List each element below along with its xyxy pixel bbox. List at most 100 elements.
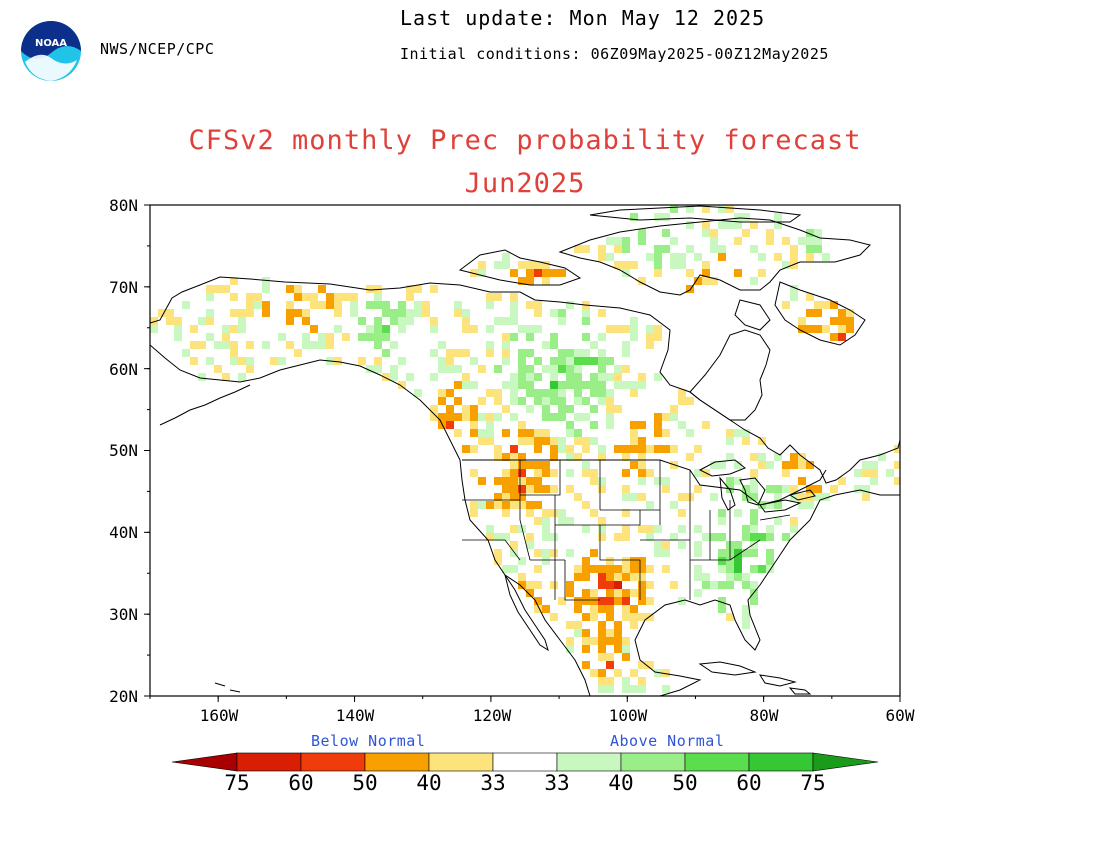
probability-cell	[678, 541, 686, 549]
probability-cell	[766, 237, 774, 245]
probability-cell	[742, 213, 750, 221]
probability-cell	[558, 349, 566, 357]
probability-cell	[566, 517, 574, 525]
probability-cell	[622, 245, 630, 253]
probability-cell	[742, 613, 750, 621]
colorbar-segment	[748, 752, 814, 772]
probability-cell	[542, 469, 550, 477]
probability-cell	[582, 381, 590, 389]
probability-cell	[630, 333, 638, 341]
probability-cell	[598, 533, 606, 541]
probability-cell	[534, 389, 542, 397]
probability-cell	[310, 341, 318, 349]
probability-cell	[494, 397, 502, 405]
last-update: Last update: Mon May 12 2025	[400, 6, 766, 30]
probability-cell	[190, 341, 198, 349]
probability-cell	[574, 389, 582, 397]
probability-cell	[654, 669, 662, 677]
probability-cell	[550, 485, 558, 493]
probability-cell	[750, 509, 758, 517]
probability-cell	[582, 661, 590, 669]
probability-cell	[598, 637, 606, 645]
probability-cell	[470, 325, 478, 333]
probability-cell	[526, 485, 534, 493]
probability-cell	[302, 293, 310, 301]
probability-cell	[710, 245, 718, 253]
probability-cell	[686, 397, 694, 405]
probability-cell	[750, 581, 758, 589]
probability-cell	[646, 597, 654, 605]
lon-label-120w: 120W	[472, 706, 512, 725]
probability-cell	[558, 397, 566, 405]
probability-cell	[606, 421, 614, 429]
probability-cell	[574, 381, 582, 389]
probability-cell	[742, 533, 750, 541]
probability-cell	[894, 477, 900, 485]
probability-cell	[310, 325, 318, 333]
probability-cell	[510, 525, 518, 533]
probability-cell	[614, 597, 622, 605]
probability-cell	[590, 405, 598, 413]
probability-cell	[286, 309, 294, 317]
probability-cell	[670, 533, 678, 541]
probability-cell	[646, 341, 654, 349]
probability-cell	[654, 269, 662, 277]
probability-cell	[694, 541, 702, 549]
probability-cell	[638, 437, 646, 445]
probability-cell	[318, 341, 326, 349]
probability-cell	[326, 341, 334, 349]
probability-cell	[526, 429, 534, 437]
probability-cell	[438, 397, 446, 405]
probability-cell	[566, 429, 574, 437]
probability-cell	[270, 357, 278, 365]
probability-cell	[438, 365, 446, 373]
probability-cell	[518, 477, 526, 485]
probability-cell	[502, 453, 510, 461]
probability-cell	[526, 325, 534, 333]
colorbar-arrow-below	[171, 752, 238, 772]
probability-cell	[542, 509, 550, 517]
probability-cell	[542, 485, 550, 493]
probability-cell	[518, 381, 526, 389]
probability-cell	[254, 301, 262, 309]
probability-cell	[582, 445, 590, 453]
probability-cell	[438, 413, 446, 421]
probability-cell	[758, 253, 766, 261]
probability-cell	[510, 461, 518, 469]
probability-cell	[510, 501, 518, 509]
probability-cell	[486, 389, 494, 397]
probability-cell	[374, 357, 382, 365]
probability-cell	[694, 573, 702, 581]
probability-cell	[182, 349, 190, 357]
probability-cell	[422, 301, 430, 309]
probability-cell	[518, 485, 526, 493]
probability-cell	[894, 445, 900, 453]
probability-cell	[638, 229, 646, 237]
probability-cell	[742, 229, 750, 237]
probability-cell	[774, 493, 782, 501]
probability-cell	[430, 349, 438, 357]
probability-cell	[782, 533, 790, 541]
probability-cell	[750, 221, 758, 229]
probability-cell	[606, 413, 614, 421]
probability-cell	[518, 581, 526, 589]
probability-cell	[614, 373, 622, 381]
probability-cell	[582, 309, 590, 317]
probability-cell	[718, 557, 726, 565]
probability-cell	[550, 581, 558, 589]
probability-cell	[686, 205, 694, 213]
colorbar-label: 40	[608, 771, 634, 795]
colorbar-segment	[428, 752, 494, 772]
probability-cell	[230, 277, 238, 285]
probability-cell	[614, 581, 622, 589]
probability-cell	[598, 381, 606, 389]
probability-cell	[350, 309, 358, 317]
probability-cell	[518, 261, 526, 269]
probability-cell	[454, 309, 462, 317]
probability-cell	[622, 533, 630, 541]
lon-label-100w: 100W	[608, 706, 648, 725]
probability-cell	[718, 533, 726, 541]
probability-cell	[518, 429, 526, 437]
probability-cell	[702, 221, 710, 229]
axis-ticks	[144, 204, 901, 702]
